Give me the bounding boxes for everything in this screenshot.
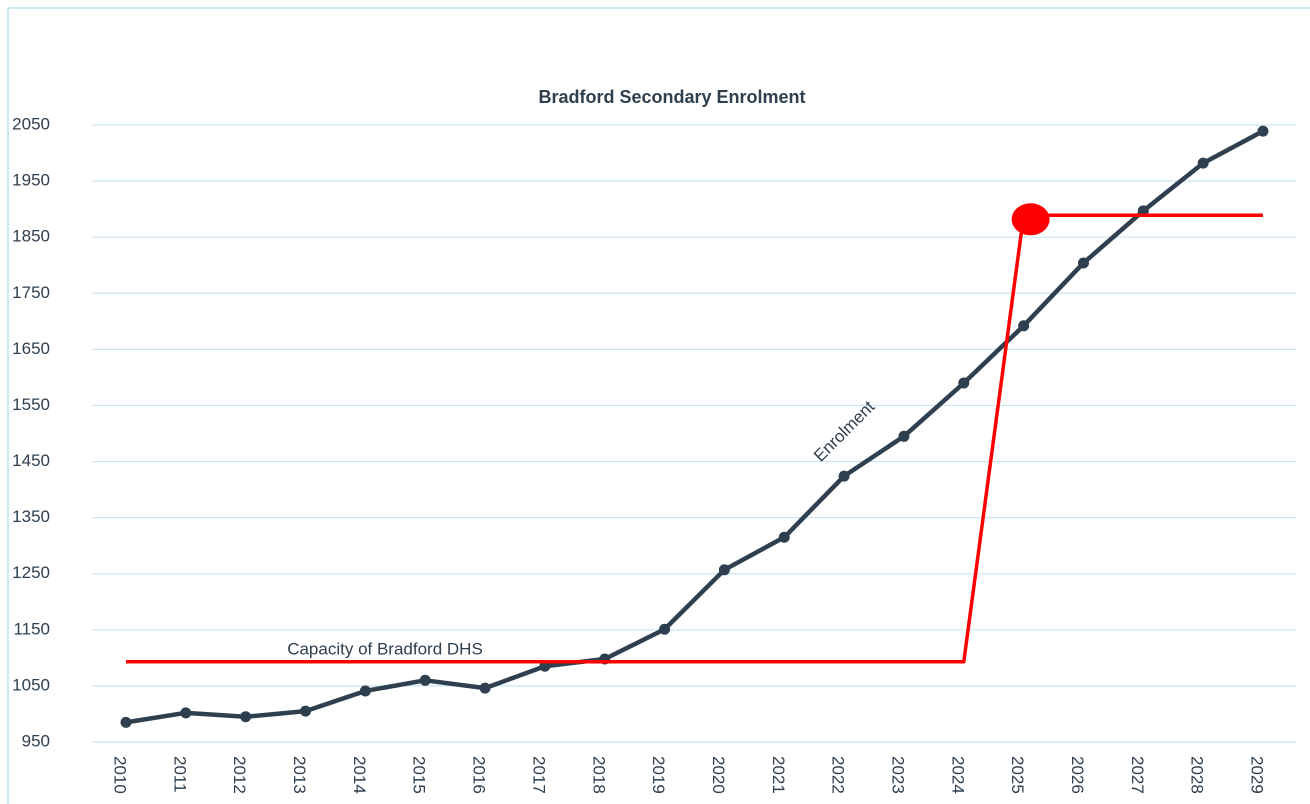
x-tick-label: 2025: [1008, 756, 1027, 794]
data-point: [898, 430, 910, 442]
x-tick-label: 2027: [1128, 756, 1147, 794]
x-tick-label: 2013: [290, 756, 309, 794]
data-point: [838, 470, 850, 482]
data-point: [958, 377, 970, 389]
y-tick-label: 950: [22, 731, 50, 750]
y-tick-label: 1950: [12, 171, 50, 190]
y-tick-label: 1150: [13, 619, 50, 638]
x-tick-label: 2014: [350, 756, 369, 794]
data-point: [1197, 157, 1209, 169]
x-tick-label: 2022: [829, 756, 848, 794]
y-tick-label: 1250: [12, 563, 50, 582]
data-point: [180, 707, 192, 719]
data-point: [419, 674, 431, 686]
y-tick-label: 1050: [12, 675, 50, 694]
y-tick-label: 1750: [12, 283, 50, 302]
x-tick-label: 2026: [1068, 756, 1087, 794]
series-line: [126, 213, 1263, 664]
x-tick-label: 2018: [589, 756, 608, 794]
x-tick-label: 2023: [888, 756, 907, 794]
x-tick-label: 2010: [111, 756, 130, 794]
x-tick-label: 2029: [1248, 756, 1267, 794]
y-tick-label: 1450: [12, 451, 50, 470]
data-point: [1257, 125, 1269, 137]
data-point: [359, 685, 371, 697]
x-tick-label: 2019: [649, 756, 668, 794]
y-tick-label: 1650: [12, 339, 50, 358]
data-point: [120, 716, 132, 728]
x-tick-label: 2020: [709, 756, 728, 794]
data-point: [1018, 320, 1030, 332]
highlight-point: [1011, 203, 1050, 236]
data-point: [659, 623, 671, 635]
data-point: [778, 531, 790, 543]
x-tick-label: 2016: [470, 756, 489, 794]
y-tick-label: 1550: [12, 395, 50, 414]
data-point: [300, 705, 312, 717]
x-tick-label: 2017: [529, 756, 548, 794]
chart-title: Bradford Secondary Enrolment: [538, 87, 805, 107]
series-line: [125, 129, 1265, 725]
data-point: [479, 682, 491, 694]
x-tick-label: 2024: [948, 756, 967, 794]
x-tick-label: 2011: [170, 756, 189, 793]
y-tick-label: 1350: [12, 507, 50, 526]
data-point: [1077, 257, 1089, 269]
x-tick-label: 2012: [230, 756, 249, 794]
annotation: Capacity of Bradford DHS: [287, 639, 483, 658]
x-tick-label: 2021: [769, 756, 788, 794]
y-tick-label: 2050: [12, 114, 50, 133]
x-tick-label: 2028: [1188, 756, 1207, 794]
y-tick-label: 1850: [12, 227, 50, 246]
data-point: [718, 564, 730, 576]
x-tick-label: 2015: [410, 756, 429, 794]
data-point: [240, 711, 252, 723]
